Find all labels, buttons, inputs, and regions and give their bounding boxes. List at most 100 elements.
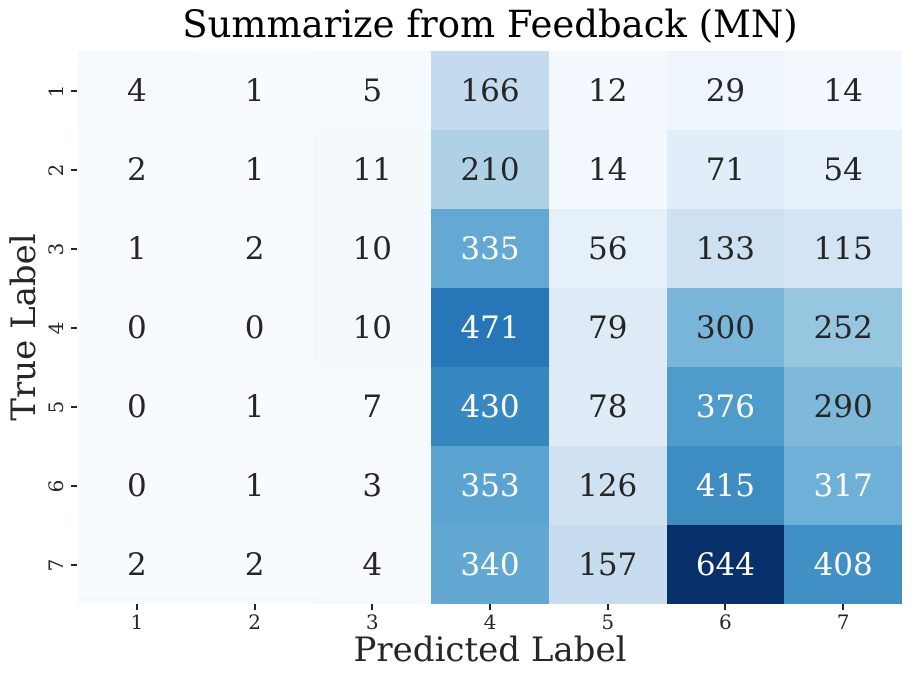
cell-value: 78 [587,388,628,425]
heatmap-cell: 10 [313,209,432,288]
x-tick-mark [842,604,845,610]
x-tick-label: 5 [601,610,615,634]
cell-value: 376 [695,388,755,425]
heatmap-cell: 335 [431,209,549,288]
x-tick-label: 7 [836,610,850,634]
heatmap-cell: 1 [78,209,196,288]
heatmap-cell: 2 [78,525,196,604]
cell-value: 54 [823,151,863,188]
heatmap-cell: 2 [78,130,196,209]
x-tick-label: 3 [365,610,379,634]
heatmap-cell: 1 [195,446,314,525]
x-tick-mark [724,604,727,610]
y-axis-ticks: 1 2 3 4 5 6 7 [0,51,78,604]
heatmap-cell: 317 [784,446,902,525]
cell-value: 300 [695,309,755,346]
heatmap-cell: 54 [784,130,902,209]
cell-value: 14 [587,151,628,188]
cell-value: 317 [813,467,873,504]
cell-value: 3 [362,467,383,504]
cell-value: 415 [695,467,755,504]
cell-value: 2 [126,546,147,583]
heatmap-cell: 79 [548,288,667,367]
x-tick-mark [253,604,256,610]
heatmap-cell: 12 [548,51,667,130]
y-tick-label: 6 [44,479,68,492]
x-tick-mark [135,604,138,610]
y-tick-label: 1 [44,84,68,97]
heatmap-cell: 0 [78,367,196,446]
heatmap-cell: 126 [548,446,667,525]
x-tick-mark [489,604,491,610]
y-tick-mark [71,168,77,171]
cell-value: 0 [126,467,147,504]
heatmap-cell: 14 [784,51,902,130]
heatmap-cell: 0 [78,446,196,525]
heatmap-cell: 11 [313,130,432,209]
x-tick-label: 6 [719,610,732,634]
cell-value: 1 [244,72,265,109]
heatmap-cell: 415 [666,446,785,525]
cell-value: 290 [813,388,873,425]
y-tick-label: 3 [44,242,68,255]
y-tick-mark [71,484,77,487]
cell-value: 56 [587,230,628,267]
cell-value: 2 [244,546,265,583]
cell-value: 12 [587,72,628,109]
cell-value: 335 [460,230,520,267]
cell-value: 5 [362,72,383,109]
cell-value: 430 [460,388,520,425]
heatmap-cell: 3 [313,446,432,525]
heatmap-cell: 29 [666,51,785,130]
heatmap-cell: 1 [195,367,314,446]
heatmap-cell: 56 [548,209,667,288]
cell-value: 7 [362,388,383,425]
cell-value: 10 [352,309,392,346]
cell-value: 157 [578,546,638,583]
cell-value: 2 [244,230,265,267]
heatmap-cell: 353 [431,446,549,525]
heatmap-cell: 1 [195,51,314,130]
heatmap-cell: 14 [548,130,667,209]
heatmap-cell: 115 [784,209,902,288]
heatmap-cell: 78 [548,367,667,446]
cell-value: 4 [126,72,147,109]
cell-value: 353 [460,467,520,504]
y-tick-mark [71,563,77,566]
heatmap-cell: 5 [313,51,432,130]
cell-value: 1 [126,230,147,267]
heatmap-cell: 1 [195,130,314,209]
cell-value: 0 [244,309,265,346]
x-tick-label: 1 [130,610,144,634]
x-tick-mark [606,604,609,610]
cell-value: 133 [695,230,755,267]
cell-value: 115 [813,230,873,267]
heatmap-cell: 252 [784,288,902,367]
cell-value: 471 [460,309,520,346]
heatmap-cell: 340 [431,525,549,604]
heatmap-cell: 2 [195,525,314,604]
heatmap-cell: 0 [195,288,314,367]
heatmap-cell: 4 [313,525,432,604]
y-axis-label: True Label [4,233,44,421]
y-tick-mark [71,89,77,92]
cell-value: 10 [352,230,392,267]
cell-value: 11 [352,151,392,188]
y-tick-mark [71,326,77,329]
cell-value: 1 [244,388,265,425]
cell-value: 252 [813,309,873,346]
heatmap-cell: 408 [784,525,902,604]
cell-value: 644 [695,546,755,583]
heatmap-cell: 7 [313,367,432,446]
heatmap-cell: 157 [548,525,667,604]
cell-value: 79 [587,309,628,346]
heatmap-cell: 4 [78,51,196,130]
y-tick-mark [71,247,77,250]
x-axis-label: Predicted Label [353,630,627,670]
heatmap-cell: 166 [431,51,549,130]
cell-value: 14 [823,72,863,109]
cell-value: 29 [705,72,746,109]
cell-value: 1 [244,467,265,504]
cell-value: 2 [126,151,147,188]
